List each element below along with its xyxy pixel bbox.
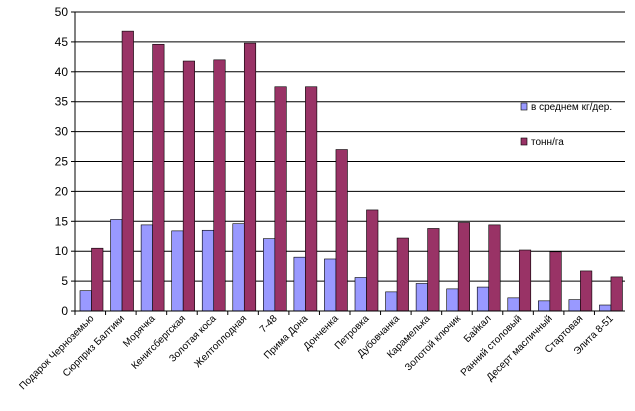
bar-series-1 <box>293 256 306 312</box>
bar-series-1 <box>507 297 520 312</box>
bar-series-1 <box>79 290 92 312</box>
bar-series-2 <box>274 86 287 312</box>
y-tick-label: 50 <box>55 5 69 19</box>
bar-series-1 <box>140 224 153 312</box>
bar-series-2 <box>305 86 318 312</box>
bar-series-2 <box>91 247 104 312</box>
bar-series-2 <box>610 276 623 312</box>
legend: в среднем кг/дер. тонн/га <box>520 102 612 148</box>
y-tick-label: 15 <box>55 214 69 228</box>
y-tick-label: 30 <box>55 125 69 139</box>
bar-series-2 <box>243 42 257 312</box>
y-tick-label: 45 <box>55 35 69 49</box>
y-tick-label: 25 <box>55 155 69 169</box>
bar-series-2 <box>549 251 562 312</box>
bar-series-1 <box>324 258 337 312</box>
bar-series-2 <box>213 59 226 312</box>
gridlines <box>75 11 625 282</box>
bar-series-1 <box>110 219 123 312</box>
bar-series-2 <box>152 43 165 312</box>
legend-label-series-2: тонн/га <box>531 137 564 148</box>
bar-series-2 <box>488 224 501 312</box>
legend-label-series-1: в среднем кг/дер. <box>531 102 612 113</box>
y-tick-label: 20 <box>55 184 69 198</box>
bar-series-2 <box>182 60 195 312</box>
bar-series-2 <box>580 270 593 312</box>
legend-swatch-series-1 <box>520 102 528 111</box>
bar-series-2 <box>457 222 470 312</box>
x-category-label: 7-48 <box>258 313 280 335</box>
bar-series-1 <box>568 299 581 312</box>
legend-swatch-series-2 <box>520 137 528 146</box>
bar-series-2 <box>518 249 532 312</box>
bar-series-2 <box>335 149 348 312</box>
bar-series-1 <box>232 223 245 312</box>
bar-series-1 <box>201 229 215 312</box>
bar-series-1 <box>538 300 551 312</box>
bar-series-2 <box>366 209 379 312</box>
bar-series-1 <box>385 291 398 312</box>
y-tick-label: 10 <box>55 244 69 258</box>
bar-series-1 <box>171 230 184 312</box>
y-tick-label: 35 <box>55 95 69 109</box>
bar-series-2 <box>427 228 440 312</box>
x-category-label: Кенигсбергская <box>129 313 188 372</box>
y-tick-label: 0 <box>61 304 68 318</box>
bar-series-1 <box>476 286 490 312</box>
bar-series-1 <box>354 277 367 312</box>
x-category-label: Золотой ключик <box>403 313 463 373</box>
bar-series-1 <box>446 288 459 312</box>
y-tick-label: 5 <box>61 274 68 288</box>
bar-series-2 <box>396 237 409 312</box>
y-axis-ticks: 0 5 10 15 20 25 30 35 40 45 50 <box>55 5 75 318</box>
bar-series-1 <box>263 238 276 312</box>
bars <box>79 30 623 312</box>
bar-series-1 <box>599 304 612 312</box>
bar-series-2 <box>121 30 134 312</box>
y-tick-label: 40 <box>55 65 69 79</box>
bar-series-1 <box>415 283 428 312</box>
